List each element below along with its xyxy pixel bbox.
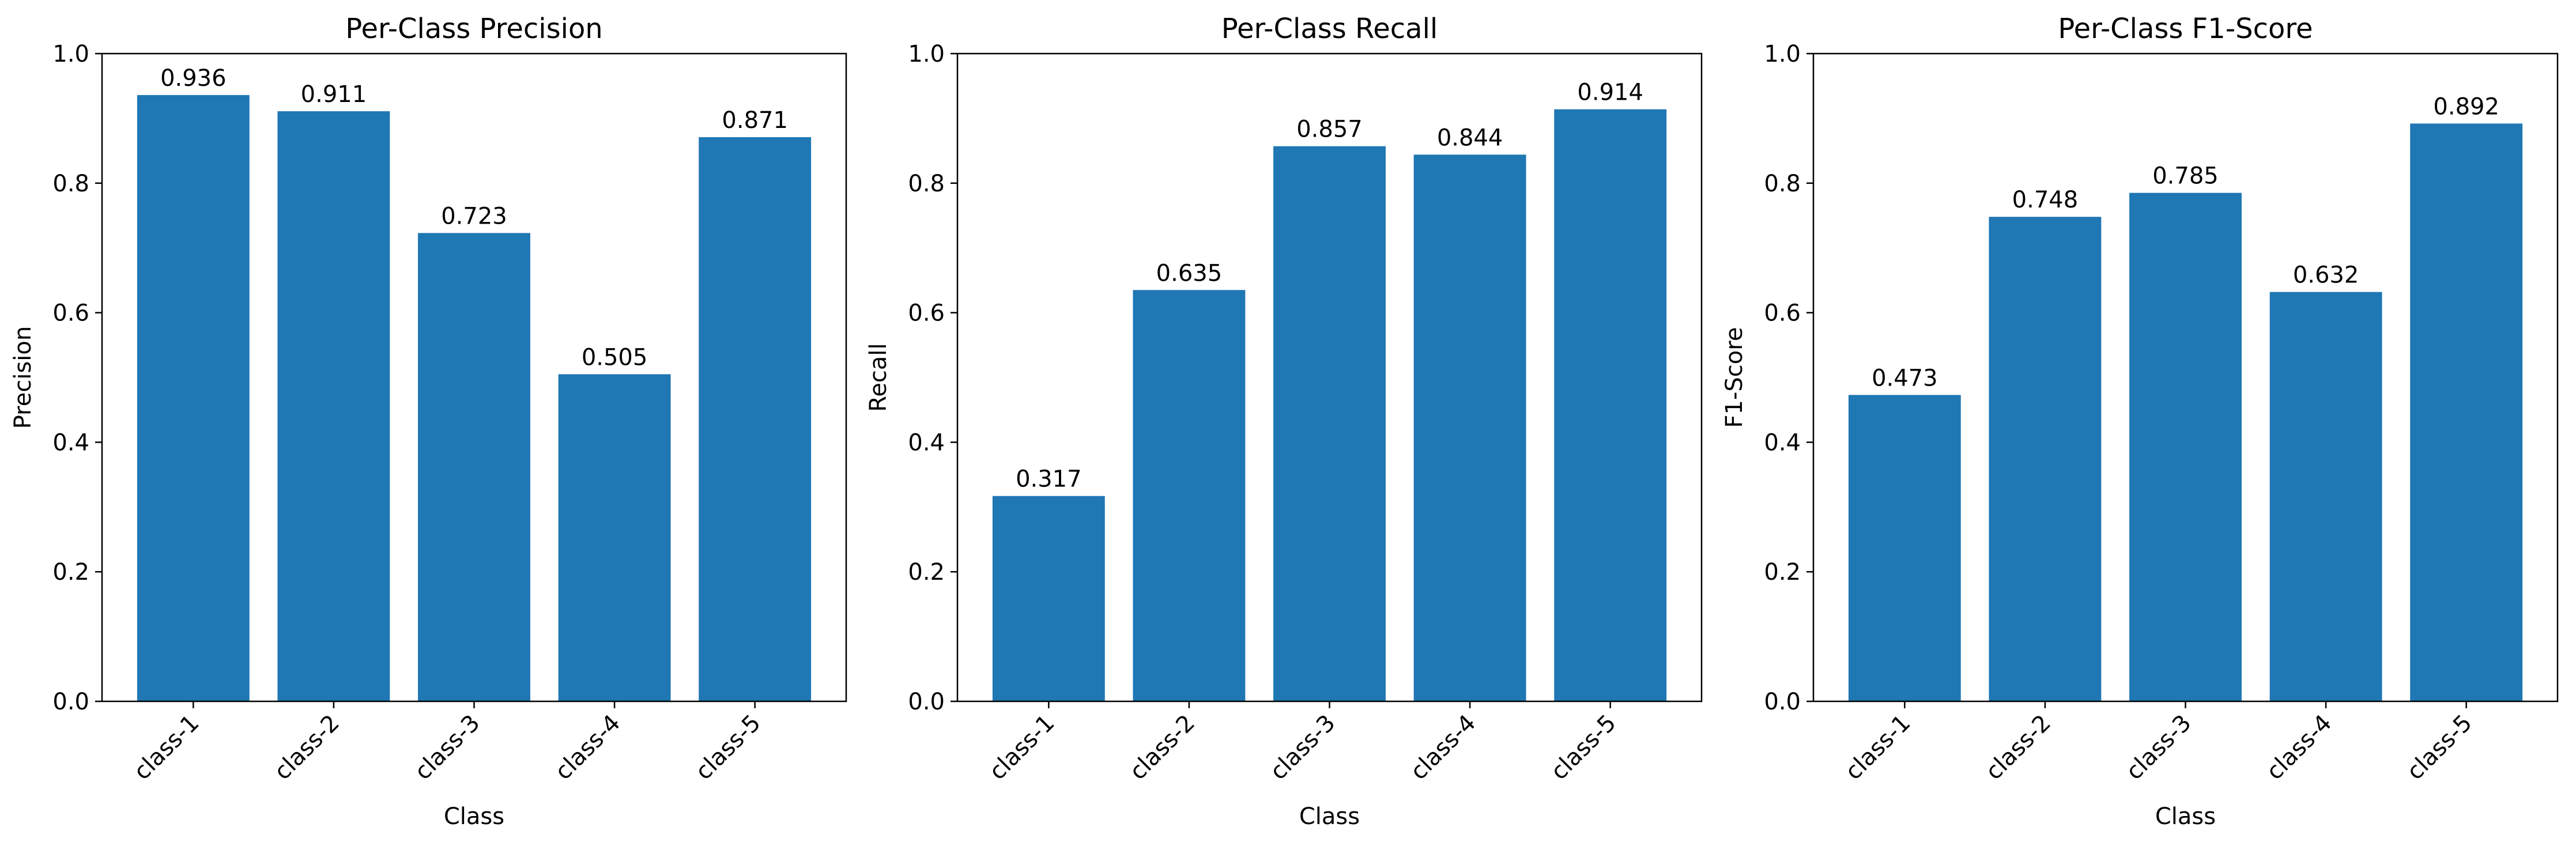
bar-class-1: [992, 496, 1105, 701]
data-label-class-5: 0.871: [722, 107, 788, 134]
x-tick-label: class-1: [129, 710, 204, 785]
x-tick-label: class-1: [1840, 710, 1915, 785]
y-tick-label: 0.4: [908, 429, 945, 456]
x-tick-label: class-3: [1265, 710, 1341, 785]
x-tick-label: class-4: [1405, 710, 1481, 785]
y-tick-label: 1.0: [908, 41, 945, 67]
bar-class-5: [1554, 109, 1667, 701]
data-label-class-1: 0.936: [160, 65, 227, 92]
x-axis-label: Class: [2155, 803, 2216, 830]
y-tick-label: 1.0: [1764, 41, 1801, 67]
y-tick-label: 0.0: [908, 689, 945, 715]
data-label-class-1: 0.473: [1872, 365, 1938, 391]
y-tick-label: 0.6: [52, 300, 89, 327]
bar-class-1: [137, 95, 250, 701]
bar-class-4: [1413, 154, 1526, 701]
data-label-class-4: 0.844: [1437, 124, 1503, 151]
chart-title: Per-Class Recall: [1221, 13, 1438, 45]
bar-class-5: [2410, 123, 2523, 702]
data-label-class-3: 0.857: [1296, 116, 1363, 143]
y-tick-label: 0.2: [52, 559, 89, 586]
y-tick-label: 0.8: [908, 171, 945, 197]
x-tick-label: class-2: [1125, 710, 1200, 785]
bar-class-2: [1133, 290, 1246, 701]
y-tick-label: 0.2: [908, 559, 945, 586]
x-tick-label: class-2: [1981, 710, 2056, 785]
y-tick-label: 0.6: [908, 300, 945, 327]
y-tick-label: 0.0: [52, 689, 89, 715]
x-tick-label: class-2: [269, 710, 345, 785]
x-axis-label: Class: [1299, 803, 1360, 830]
y-axis-label: Precision: [10, 326, 36, 429]
bar-class-1: [1848, 395, 1961, 701]
bar-class-2: [1989, 217, 2102, 701]
data-label-class-4: 0.632: [2293, 262, 2359, 289]
bar-class-4: [2269, 292, 2382, 702]
y-tick-label: 1.0: [52, 41, 89, 67]
chart-title: Per-Class F1-Score: [2058, 13, 2313, 45]
chart-panel-3: 0.473 0.748 0.785 0.632 0.892 0.0 0.2 0.4 0.6 0.8…: [1721, 13, 2559, 830]
data-label-class-2: 0.911: [301, 81, 367, 108]
data-label-class-4: 0.505: [582, 344, 648, 371]
y-axis-label: Recall: [865, 343, 892, 411]
data-label-class-3: 0.723: [441, 203, 507, 229]
data-label-class-2: 0.635: [1156, 260, 1223, 286]
chart-title: Per-Class Precision: [345, 13, 602, 45]
y-tick-label: 0.4: [1764, 429, 1801, 456]
x-tick-label: class-5: [691, 710, 766, 785]
chart-panel-1: 0.936 0.911 0.723 0.505 0.871 0.0 0.2 0.4 0.6 0.8…: [10, 13, 847, 830]
y-tick-label: 0.8: [1764, 171, 1801, 197]
bar-class-3: [2129, 192, 2242, 701]
y-tick-label: 0.6: [1764, 300, 1801, 327]
x-axis-label: Class: [444, 803, 504, 830]
data-label-class-3: 0.785: [2152, 163, 2219, 190]
bar-class-4: [558, 374, 671, 701]
x-tick-label: class-1: [984, 710, 1059, 785]
bar-class-2: [277, 111, 390, 701]
y-tick-label: 0.2: [1764, 559, 1801, 586]
x-tick-label: class-3: [2121, 710, 2197, 785]
chart-panel-2: 0.317 0.635 0.857 0.844 0.914 0.0 0.2 0.4 0.6 0.8…: [865, 13, 1703, 830]
x-tick-label: class-5: [1546, 710, 1621, 785]
y-tick-label: 0.4: [52, 429, 89, 456]
data-label-class-5: 0.914: [1577, 80, 1643, 106]
y-tick-label: 0.8: [52, 171, 89, 197]
bar-class-5: [699, 137, 812, 702]
data-label-class-5: 0.892: [2433, 93, 2499, 120]
x-tick-label: class-4: [550, 710, 625, 785]
y-tick-label: 0.0: [1764, 689, 1801, 715]
bar-class-3: [418, 233, 530, 701]
y-axis-label: F1-Score: [1721, 327, 1748, 428]
bar-class-3: [1273, 146, 1386, 701]
x-tick-label: class-3: [410, 710, 485, 785]
x-tick-label: class-5: [2402, 710, 2477, 785]
data-label-class-1: 0.317: [1016, 466, 1082, 493]
x-tick-label: class-4: [2261, 710, 2337, 785]
data-label-class-2: 0.748: [2012, 187, 2079, 213]
